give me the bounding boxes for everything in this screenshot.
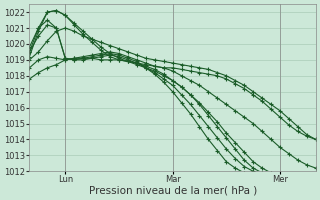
X-axis label: Pression niveau de la mer( hPa ): Pression niveau de la mer( hPa ) bbox=[89, 186, 257, 196]
